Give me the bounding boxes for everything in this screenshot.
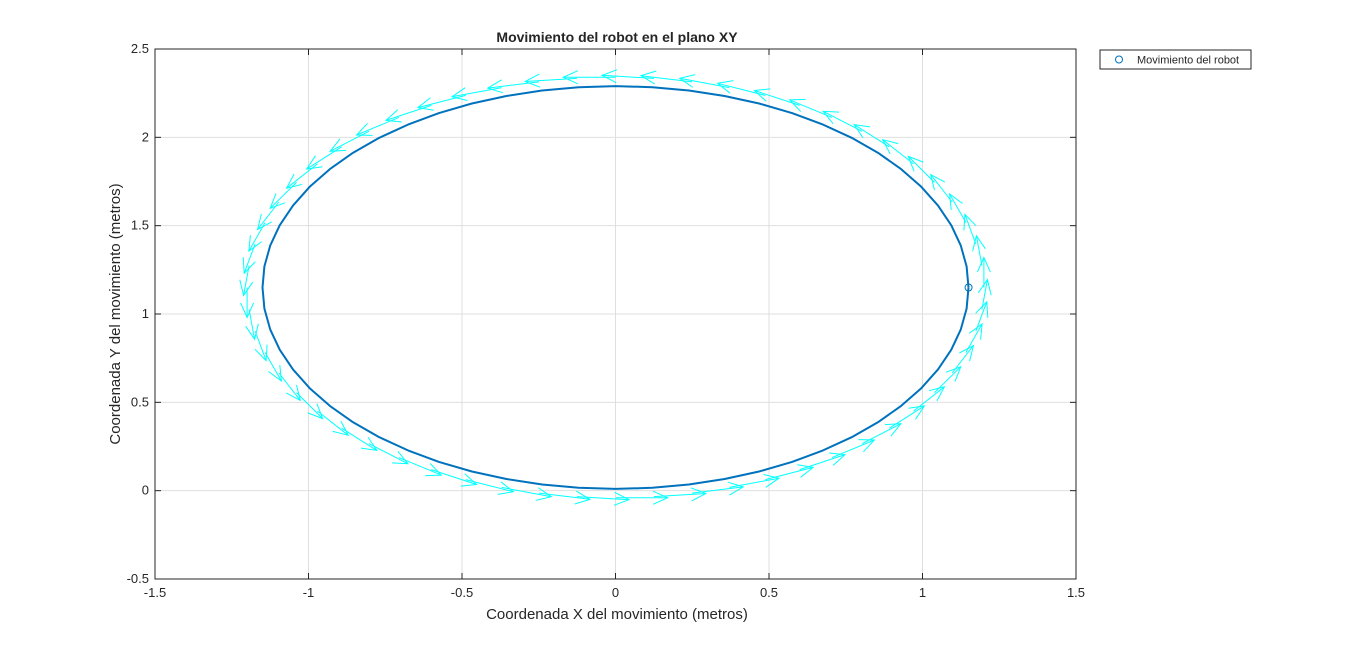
x-tick-label: 1.5 xyxy=(1067,585,1085,600)
heading-arrow xyxy=(965,322,983,353)
heading-arrow xyxy=(384,104,432,123)
heading-arrow xyxy=(329,130,370,152)
heading-arrow xyxy=(913,386,946,412)
heading-arrow xyxy=(245,309,259,341)
heading-arrow xyxy=(523,73,578,88)
heading-arrow xyxy=(269,182,297,210)
y-tick-label: 0.5 xyxy=(131,394,149,409)
y-tick-label: -0.5 xyxy=(127,571,149,586)
legend-box xyxy=(1099,49,1252,70)
x-tick-label: -1 xyxy=(303,585,315,600)
heading-arrow xyxy=(963,213,977,244)
heading-arrow xyxy=(562,70,616,85)
heading-arrow xyxy=(538,490,592,505)
heading-arrow xyxy=(254,331,268,362)
legend-entry-label: Movimiento del robot xyxy=(1137,55,1239,67)
x-tick-label: 0 xyxy=(612,585,619,600)
legend-marker-icon xyxy=(1115,55,1123,64)
heading-arrow xyxy=(486,79,539,94)
heading-arrow xyxy=(765,464,815,481)
y-tick-label: 2.5 xyxy=(131,41,149,56)
heading-arrow xyxy=(305,146,342,170)
x-axis-label: Coordenada X del movimiento (metros) xyxy=(486,606,748,623)
heading-arrow xyxy=(977,278,992,310)
y-tick-label: 0 xyxy=(142,483,149,498)
heading-arrow xyxy=(934,365,962,393)
heading-arrow xyxy=(398,457,443,477)
y-tick-label: 2 xyxy=(142,129,149,144)
heading-arrow xyxy=(242,243,256,275)
plot-area xyxy=(239,69,992,506)
heading-arrow xyxy=(368,443,409,465)
ticks: -1.5 -1 -0.5 0 0.5 1 1.5 -0.5 0 0.5 1 1.5 2 2.5 xyxy=(127,41,1085,600)
heading-arrow xyxy=(788,98,833,118)
heading-arrow xyxy=(972,234,986,266)
heading-arrow xyxy=(678,74,730,89)
grid xyxy=(154,48,1077,580)
heading-arrow xyxy=(948,192,967,223)
y-axis-label: Coordenada Y del movimiento (metros) xyxy=(107,183,124,444)
y-tick-label: 1.5 xyxy=(131,218,149,233)
heading-arrow xyxy=(501,486,553,501)
heading-arrow xyxy=(450,87,502,101)
heading-arrow xyxy=(861,423,902,445)
heading-arrow xyxy=(692,481,745,496)
heading-arrow xyxy=(951,344,975,374)
heading-arrow xyxy=(355,116,400,136)
heading-arrow xyxy=(296,392,324,420)
heading-arrow xyxy=(729,474,781,488)
heading-arrow xyxy=(264,352,283,383)
heading-arrow xyxy=(285,163,318,189)
heading-arrow xyxy=(576,491,631,506)
heading-arrow xyxy=(615,490,669,505)
heading-arrow xyxy=(907,155,935,183)
heading-arrow xyxy=(239,265,254,297)
heading-arrow xyxy=(822,110,863,132)
x-tick-label: -0.5 xyxy=(451,585,473,600)
heading-arrow xyxy=(975,300,989,332)
x-tick-label: 1 xyxy=(919,585,926,600)
heading-arrow xyxy=(416,94,466,111)
legend[interactable]: Movimiento del robot xyxy=(1099,49,1252,70)
heading-arrow xyxy=(639,70,693,85)
chart-title: Movimiento del robot en el plano XY xyxy=(496,29,738,45)
heading-arrow xyxy=(889,405,926,429)
heading-arrow xyxy=(929,173,953,203)
heading-arrow xyxy=(240,287,255,319)
heading-arrow xyxy=(256,201,280,231)
heading-arrow xyxy=(465,479,515,495)
heading-arrow xyxy=(278,372,302,402)
x-tick-label: -1.5 xyxy=(144,585,166,600)
heading-arrow xyxy=(881,138,914,165)
heading-arrow xyxy=(317,410,350,437)
robot-position-marker xyxy=(964,283,973,292)
heading-arrow xyxy=(341,427,378,452)
heading-arrow xyxy=(248,222,266,253)
x-tick-label: 0.5 xyxy=(760,585,778,600)
trajectory-line xyxy=(261,85,970,490)
heading-arrow xyxy=(600,69,655,84)
heading-arrow xyxy=(716,80,766,96)
heading-arrow xyxy=(431,469,478,487)
heading-arrow xyxy=(853,123,890,148)
heading-arrow xyxy=(753,88,800,106)
heading-arrow xyxy=(831,439,876,459)
heading-arrow xyxy=(976,256,991,288)
y-tick-label: 1 xyxy=(142,306,149,321)
heading-arrow xyxy=(799,452,847,471)
heading-arrow xyxy=(653,487,708,502)
